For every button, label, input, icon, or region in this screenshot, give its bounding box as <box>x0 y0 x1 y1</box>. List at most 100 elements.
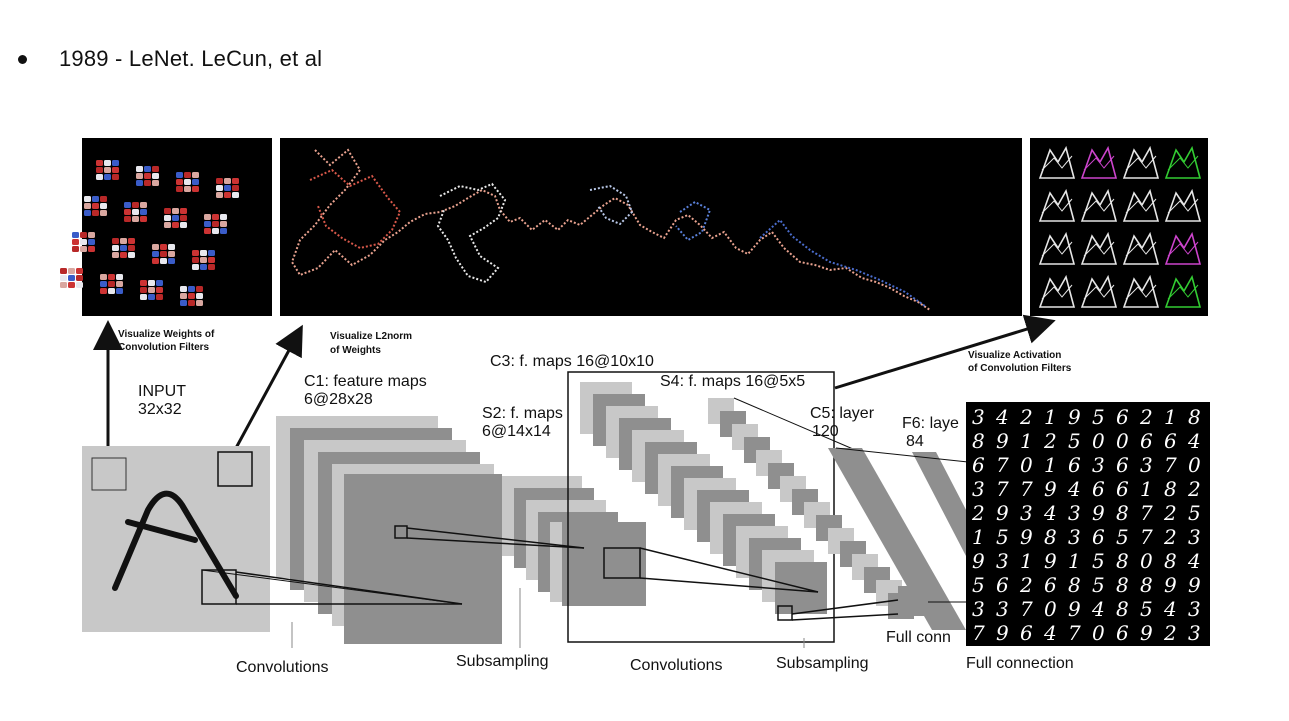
mnist-digit: 5 <box>1188 501 1201 525</box>
mnist-digit: 9 <box>996 501 1009 525</box>
c1-pool-window <box>394 525 408 539</box>
mnist-digit: 5 <box>1068 429 1081 453</box>
mnist-digit: 3 <box>996 549 1009 573</box>
mnist-digit: 0 <box>1188 453 1201 477</box>
weights-annotation-line2: Convolution Filters <box>118 342 210 353</box>
activation-annotation-line2: of Convolution Filters <box>968 363 1072 374</box>
mnist-digit: 5 <box>1092 549 1105 573</box>
mnist-digit: 9 <box>1044 549 1057 573</box>
mnist-digit: 7 <box>1140 525 1153 549</box>
mnist-digit: 6 <box>1092 477 1105 501</box>
l2norm-arrow <box>234 324 303 449</box>
mnist-digit: 7 <box>996 453 1009 477</box>
mnist-digit: 8 <box>1116 597 1129 621</box>
mnist-digit: 1 <box>1044 453 1057 477</box>
full-conn-label: Full conn <box>886 629 951 646</box>
mnist-digit: 0 <box>1116 429 1129 453</box>
mnist-digit: 3 <box>1068 525 1081 549</box>
input-conv-window <box>201 569 237 605</box>
mnist-digit: 2 <box>1163 525 1177 549</box>
weights-annotation-line1: Visualize Weights of <box>118 329 215 340</box>
op-convolutions-1: Convolutions <box>236 659 329 676</box>
mnist-digit: 3 <box>1092 453 1105 477</box>
mnist-digit: 9 <box>996 429 1009 453</box>
s4-label: S4: f. maps 16@5x5 <box>660 373 805 390</box>
mnist-digit: 3 <box>996 597 1009 621</box>
mnist-digit: 7 <box>1140 501 1153 525</box>
mnist-digit: 9 <box>1068 597 1081 621</box>
mnist-digit: 2 <box>1163 621 1177 645</box>
c1-feature-maps <box>276 416 502 644</box>
l2norm-visualization-panel <box>280 138 1022 316</box>
mnist-digit: 8 <box>1068 573 1081 597</box>
mnist-digit: 5 <box>1116 525 1129 549</box>
mnist-digit: 2 <box>1019 405 1033 429</box>
mnist-digit: 7 <box>1164 453 1177 477</box>
c1-size-label: 6@28x28 <box>304 391 373 408</box>
mnist-digit: 4 <box>1091 597 1105 621</box>
mnist-digit: 5 <box>996 525 1009 549</box>
s2-label: S2: f. maps <box>482 405 563 422</box>
mnist-digits-grid: 3 4 2 1 9 5 6 2 1 88 9 1 2 5 0 0 6 6 46 7 0 1 6 3 6 3 7 03 7 7 9 4 6 6 1 8 2… <box>971 405 1201 645</box>
mnist-digit: 9 <box>972 549 985 573</box>
mnist-digit: 8 <box>1116 549 1129 573</box>
f6-output-node <box>898 586 928 616</box>
mnist-digit: 3 <box>1188 621 1201 645</box>
mnist-digit: 2 <box>1187 477 1201 501</box>
input-plane <box>82 446 270 632</box>
mnist-digit: 3 <box>972 405 985 429</box>
op-subsampling-2: Subsampling <box>776 655 869 672</box>
mnist-digit: 9 <box>1020 525 1033 549</box>
mnist-digit: 1 <box>1020 549 1033 573</box>
mnist-digit: 9 <box>996 621 1009 645</box>
mnist-digit: 8 <box>1188 405 1201 429</box>
mnist-digit: 4 <box>995 405 1009 429</box>
mnist-digit: 0 <box>1092 429 1105 453</box>
mnist-digit: 0 <box>1140 549 1153 573</box>
mnist-digit: 6 <box>1044 573 1057 597</box>
mnist-digit: 8 <box>1164 477 1177 501</box>
mnist-digit: 6 <box>1116 621 1129 645</box>
mnist-digit: 2 <box>1043 429 1057 453</box>
weight-cubes-image <box>60 160 239 306</box>
mnist-digit: 6 <box>1116 405 1129 429</box>
mnist-digit: 5 <box>1092 573 1105 597</box>
mnist-digit: 1 <box>1140 477 1153 501</box>
mnist-digit: 1 <box>1164 405 1177 429</box>
mnist-digit: 8 <box>1140 573 1153 597</box>
bullet-item: 1989 - LeNet. LeCun, et al <box>18 42 322 76</box>
c5-label: C5: layer <box>810 405 875 422</box>
mnist-digit: 6 <box>972 453 985 477</box>
mnist-digit: 1 <box>1020 429 1033 453</box>
letter-a-stroke <box>112 490 239 599</box>
mnist-digit: 8 <box>1116 501 1129 525</box>
input-label: INPUT <box>138 383 186 400</box>
mnist-digit: 7 <box>1068 621 1081 645</box>
activation-annotation-line1: Visualize Activation <box>968 350 1061 361</box>
mnist-digit: 4 <box>1187 429 1201 453</box>
mnist-digit: 5 <box>972 573 985 597</box>
mnist-digit: 9 <box>1092 501 1105 525</box>
activation-visualization-panel <box>1030 138 1208 316</box>
mnist-digit: 6 <box>1116 477 1129 501</box>
mnist-digit: 2 <box>1163 501 1177 525</box>
l2norm-annotation-line1: Visualize L2norm <box>330 331 412 342</box>
mnist-digit: 3 <box>1188 597 1201 621</box>
mnist-digit: 3 <box>972 477 985 501</box>
op-convolutions-2: Convolutions <box>630 657 723 674</box>
mnist-digit: 8 <box>1116 573 1129 597</box>
mnist-digit: 3 <box>1068 501 1081 525</box>
letter-a-crossbar <box>125 519 198 543</box>
mnist-digit: 5 <box>1140 597 1153 621</box>
f6-size-label: 84 <box>906 433 924 450</box>
c3-pool-window <box>603 547 641 579</box>
mnist-digit: 8 <box>1044 525 1057 549</box>
bullet-dot-icon <box>18 54 27 64</box>
input-size-label: 32x32 <box>138 401 182 418</box>
mnist-digit: 1 <box>1068 549 1081 573</box>
mnist-digit: 9 <box>1140 621 1153 645</box>
mnist-digit: 3 <box>1188 525 1201 549</box>
c1-label: C1: feature maps <box>304 373 427 390</box>
mnist-digit: 7 <box>1020 597 1033 621</box>
mnist-digit: 9 <box>1044 477 1057 501</box>
